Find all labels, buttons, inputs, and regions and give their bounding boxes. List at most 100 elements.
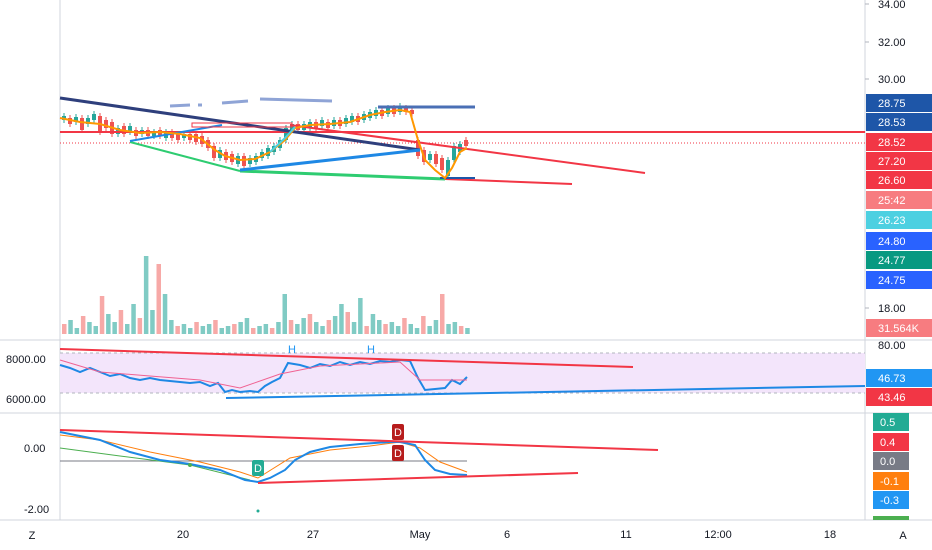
blue-trendline[interactable] [239, 148, 421, 172]
indicator2-badge [873, 413, 909, 431]
volume-bar [181, 324, 187, 334]
red-box [191, 122, 293, 128]
indicator2-badge [873, 491, 909, 509]
candle-body [170, 132, 174, 138]
time-label: 27 [307, 529, 319, 541]
auto-scale-button[interactable]: A [899, 530, 907, 542]
indicator2-blue-line [59, 431, 468, 484]
candle-body [104, 120, 108, 128]
volume-bars [62, 256, 470, 334]
volume-bar [383, 324, 388, 334]
dash-top-line[interactable] [259, 97, 333, 103]
main-trendlines[interactable] [59, 96, 865, 185]
volume-bar [377, 320, 382, 334]
volume-bar [288, 320, 294, 334]
indicator2-axis[interactable]: 0.00 -2.00 0.5 0.4 0.0 -0.1 -0.3 [24, 413, 909, 520]
volume-bar [345, 312, 350, 334]
navy-trendline[interactable] [59, 96, 421, 152]
d-marker [392, 445, 404, 461]
indicator2-green-line [59, 447, 251, 481]
dash-top-seg1 [169, 103, 191, 108]
candle-body [182, 134, 186, 138]
volume-bar [395, 326, 401, 334]
indicator1-right-tick: 80.00 [878, 340, 906, 352]
volume-bar [282, 294, 287, 334]
candle-body [320, 120, 324, 126]
volume-bar [269, 328, 275, 334]
price-badge-label: 28.53 [878, 117, 906, 129]
volume-bar [80, 316, 86, 334]
indicator2-green-dot [188, 463, 192, 467]
price-badge-label: 25:42 [878, 195, 906, 207]
indicator1-badge [866, 388, 932, 406]
candle-body [74, 117, 78, 122]
candle-body [128, 126, 132, 132]
time-label: 20 [177, 529, 189, 541]
main-price-axis[interactable]: 34.00 32.00 30.00 18.00 28.75 28.53 28.52 27.20… [865, 0, 932, 337]
red-support-line[interactable] [444, 178, 573, 185]
d-marker [392, 424, 404, 440]
indicator2-badge [873, 452, 909, 470]
time-label: 18 [824, 529, 836, 541]
price-badge [866, 113, 932, 131]
volume-bar [188, 328, 193, 334]
time-axis[interactable]: 20 27 May 6 11 12:00 18 [177, 529, 836, 541]
indicator2-badge-label: -0.3 [880, 495, 899, 507]
volume-bar [118, 310, 124, 334]
volume-bar [137, 318, 143, 334]
indicator2-dot [256, 509, 260, 513]
volume-bar [93, 326, 98, 334]
volume-bar [150, 310, 155, 334]
volume-bar [257, 326, 262, 334]
price-badge [866, 271, 932, 289]
h-marker: H [367, 344, 375, 356]
volume-bar [314, 322, 319, 334]
green-support-line-left[interactable] [129, 141, 241, 172]
timezone-button[interactable]: Z [28, 530, 36, 542]
volume-bar [68, 320, 73, 334]
volume-bar [87, 322, 92, 334]
d-marker [252, 460, 264, 476]
price-badge [866, 133, 932, 151]
volume-bar [427, 326, 432, 334]
price-badge-label: 24.80 [878, 236, 906, 248]
volume-bar [74, 328, 80, 334]
indicator1-bottom-trend[interactable] [225, 385, 866, 399]
price-badge [866, 191, 932, 209]
volume-bar [225, 326, 231, 334]
price-badge [866, 211, 932, 229]
price-badge [866, 94, 932, 112]
indicator1-left-tick: 6000.00 [6, 394, 46, 406]
volume-bar [320, 326, 325, 334]
time-label: 6 [504, 529, 510, 541]
volume-bar [358, 298, 363, 334]
candle-body [248, 158, 252, 164]
volume-bar [370, 314, 376, 334]
price-tick-label: 32.00 [878, 37, 906, 49]
indicator2-badge-label: 0.5 [880, 417, 895, 429]
price-badge [866, 232, 932, 250]
volume-bar [213, 320, 218, 334]
indicator2-top-trend[interactable] [59, 429, 659, 451]
red-trendline[interactable] [289, 124, 646, 174]
indicator1-top-trend[interactable] [59, 348, 634, 368]
volume-bar [307, 314, 313, 334]
volume-bar [232, 324, 237, 334]
volume-bar [446, 324, 451, 334]
indicator2-bottom-trend[interactable] [257, 472, 579, 484]
indicator2-orange-line [59, 434, 468, 479]
price-badge-label: 26.60 [878, 175, 906, 187]
candle-body [440, 158, 444, 170]
indicator2-badge-label: -0.1 [880, 476, 899, 488]
green-support-line[interactable] [239, 169, 446, 181]
indicator2-badge [873, 516, 909, 520]
candle-body [434, 154, 438, 164]
candle-body [464, 140, 468, 146]
volume-bar [408, 324, 413, 334]
price-badge-label: 27.20 [878, 156, 906, 168]
volume-bar [238, 322, 243, 334]
volume-bar [194, 322, 199, 334]
indicator1-axis[interactable]: 8000.00 6000.00 80.00 46.73 43.46 [6, 340, 932, 406]
